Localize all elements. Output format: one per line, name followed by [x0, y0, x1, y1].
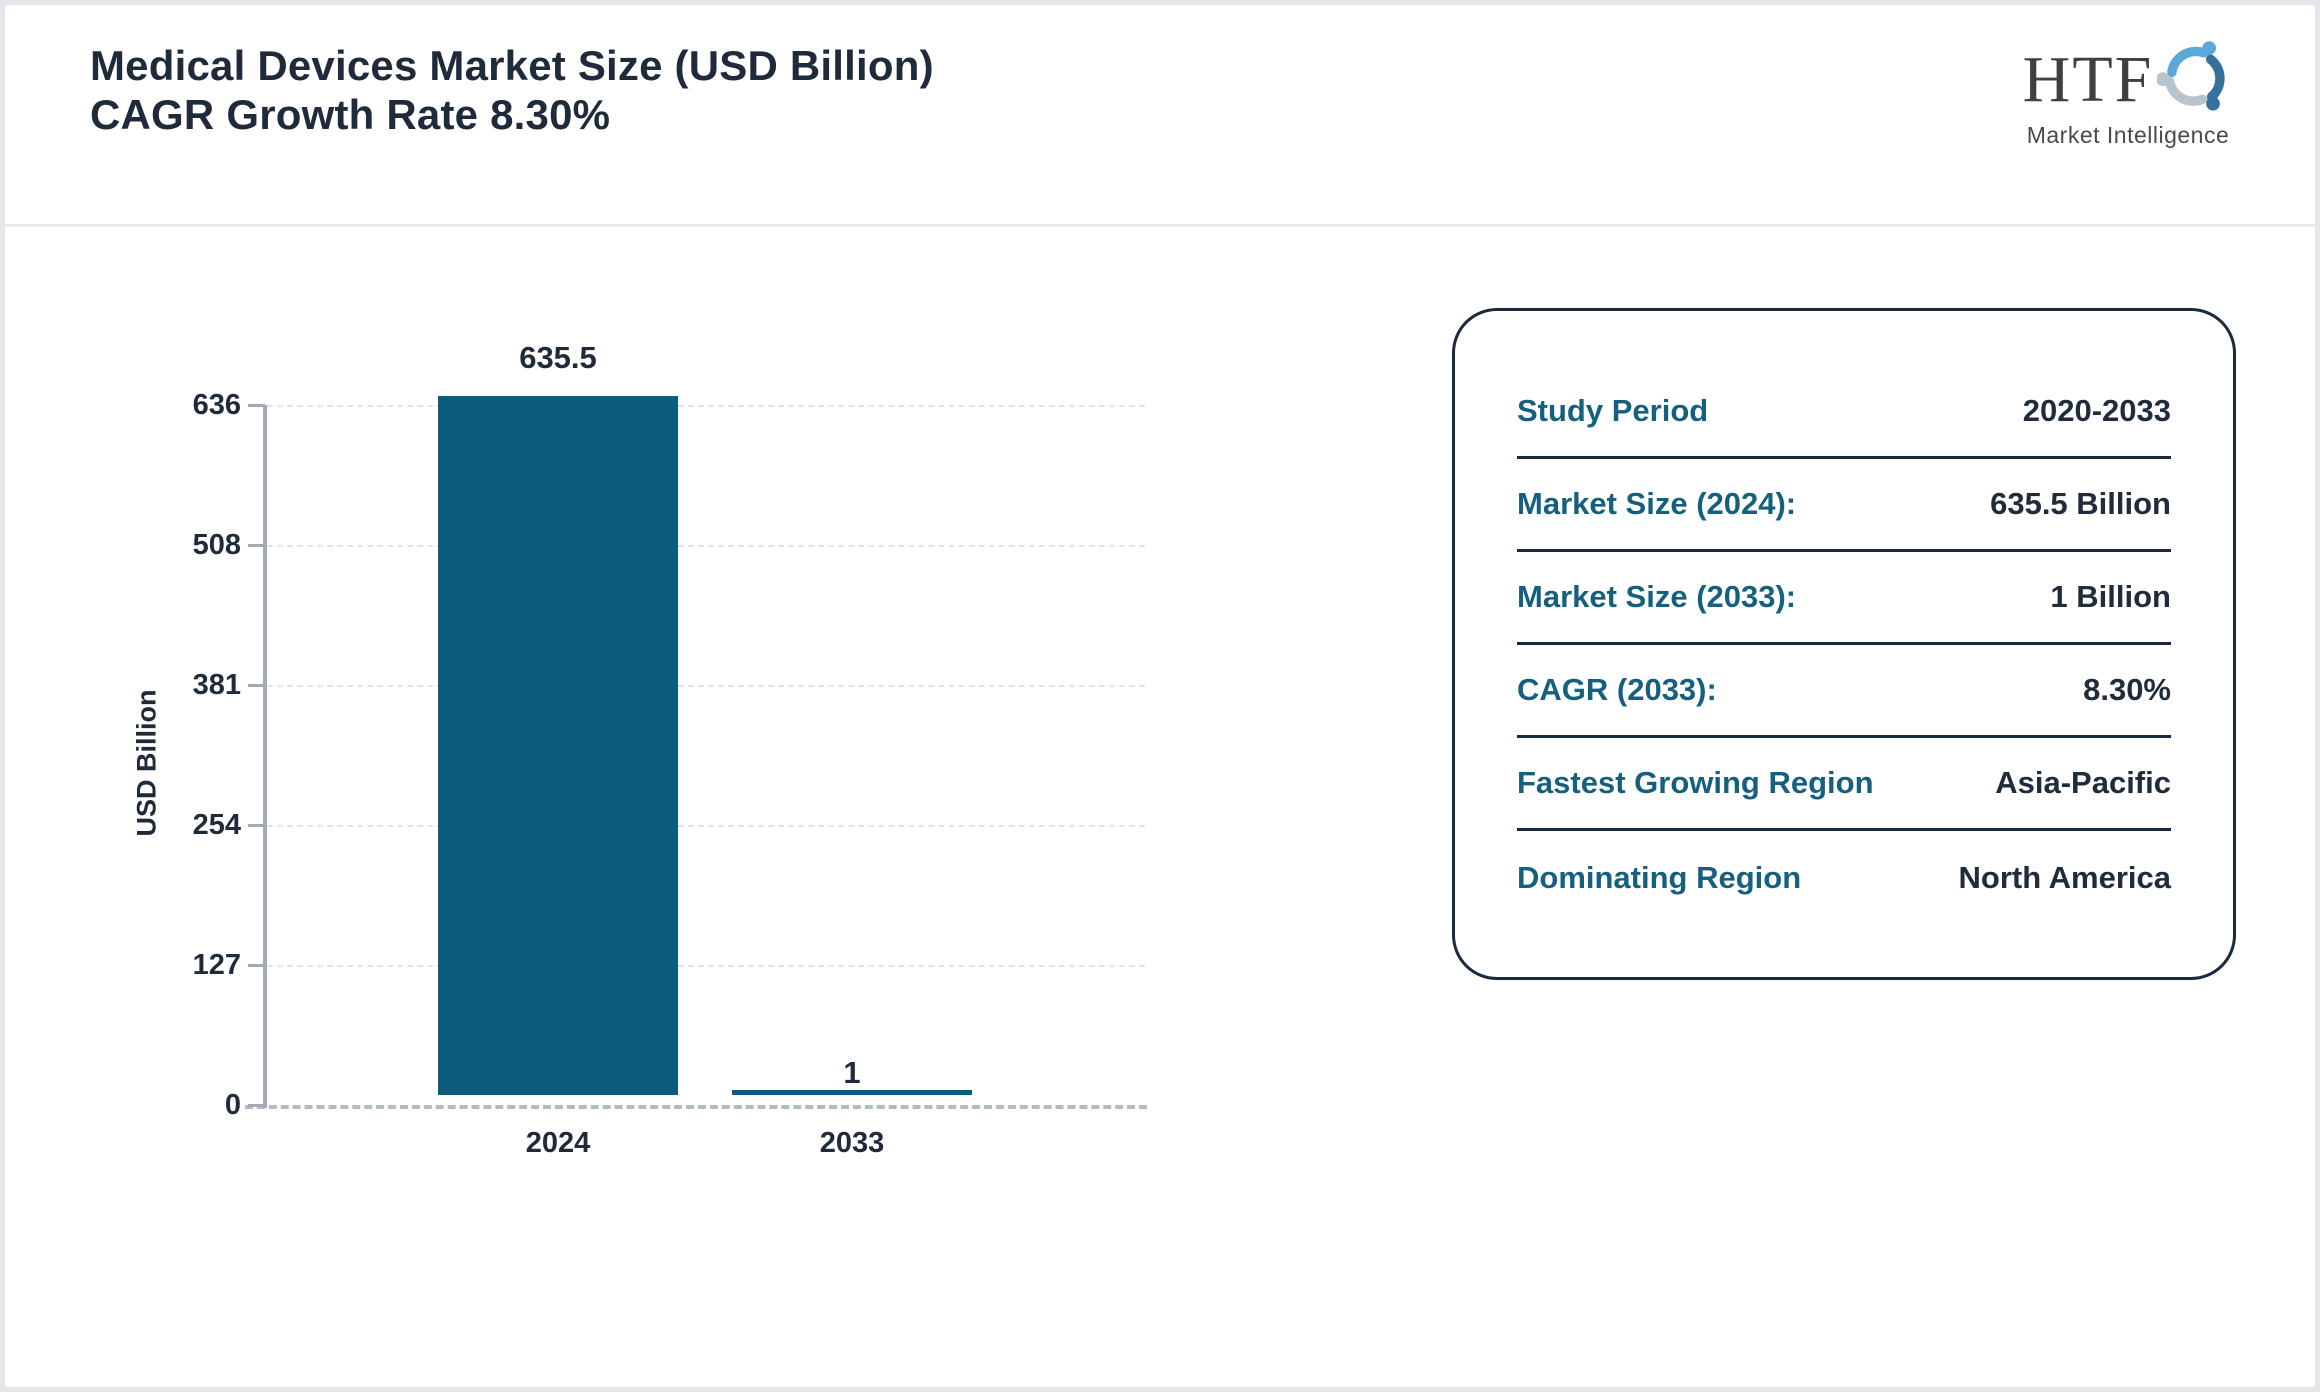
panel-label: Market Size (2033):: [1517, 579, 1797, 614]
bar-2033: [732, 1090, 972, 1095]
x-axis-baseline: [245, 1105, 1147, 1109]
y-tick-label: 508: [192, 529, 241, 561]
htf-logo-text: HTF: [2022, 42, 2154, 116]
x-tick-label-2024: 2024: [525, 1127, 591, 1159]
x-tick-label-2033: 2033: [819, 1127, 885, 1159]
y-tick-label: 636: [192, 389, 241, 421]
panel-label: Study Period: [1517, 393, 1709, 428]
y-axis-line: [263, 405, 267, 1108]
y-tick-label: 0: [224, 1089, 241, 1121]
y-tick-label: 254: [192, 809, 241, 841]
panel-value: Asia-Pacific: [1995, 765, 2171, 800]
bar-value-2033: 1: [843, 1055, 861, 1090]
y-tick-mark: [248, 824, 265, 827]
panel-value: 2020-2033: [2022, 393, 2171, 428]
panel-label: Dominating Region: [1517, 859, 1802, 895]
bar-2024: [438, 395, 678, 1095]
gridline-508: [267, 545, 1145, 547]
panel-row-study-period: Study Period 2020-2033: [1517, 366, 2171, 459]
panel-label: CAGR (2033):: [1517, 672, 1717, 707]
panel-row-market-size-2024: Market Size (2024): 635.5 Billion: [1517, 459, 2171, 552]
gridline-254: [267, 825, 1145, 827]
panel-label: Market Size (2024):: [1517, 486, 1797, 521]
panel-row-cagr: CAGR (2033): 8.30%: [1517, 645, 2171, 738]
page-title-line-2: CAGR Growth Rate 8.30%: [90, 91, 611, 138]
gridline-636: [267, 405, 1145, 407]
htf-logo: HTF: [2003, 39, 2253, 149]
bar-value-2024: 635.5: [519, 340, 597, 375]
y-axis-title: USD Billion: [131, 689, 162, 837]
panel-value: 1 Billion: [2050, 579, 2171, 614]
page-title-line-1: Medical Devices Market Size (USD Billion…: [90, 42, 934, 89]
htf-logo-row: HTF: [2003, 39, 2253, 120]
y-tick-mark: [248, 964, 265, 967]
gridline-381: [267, 685, 1145, 687]
y-tick-mark: [248, 684, 265, 687]
htf-logo-subtext: Market Intelligence: [2026, 122, 2230, 148]
gridline-127: [267, 965, 1145, 967]
panel-row-dominating-region: Dominating Region North America: [1517, 831, 2171, 924]
header-divider: [5, 224, 2315, 227]
y-tick-label: 381: [192, 669, 241, 701]
header: Medical Devices Market Size (USD Billion…: [90, 41, 934, 139]
panel-label: Fastest Growing Region: [1517, 765, 1874, 800]
y-tick-mark: [248, 544, 265, 547]
panel-row-fastest-growing-region: Fastest Growing Region Asia-Pacific: [1517, 738, 2171, 831]
market-summary-panel: Study Period 2020-2033 Market Size (2024…: [1452, 308, 2236, 980]
panel-value: 8.30%: [2083, 672, 2171, 707]
htf-logo-swirl-icon: [2156, 39, 2233, 120]
panel-row-market-size-2033: Market Size (2033): 1 Billion: [1517, 552, 2171, 645]
y-tick-label: 127: [192, 949, 241, 981]
panel-value: North America: [1958, 859, 2171, 895]
panel-value: 635.5 Billion: [1990, 486, 2171, 521]
y-tick-mark: [248, 1104, 265, 1107]
y-tick-mark: [248, 404, 265, 407]
